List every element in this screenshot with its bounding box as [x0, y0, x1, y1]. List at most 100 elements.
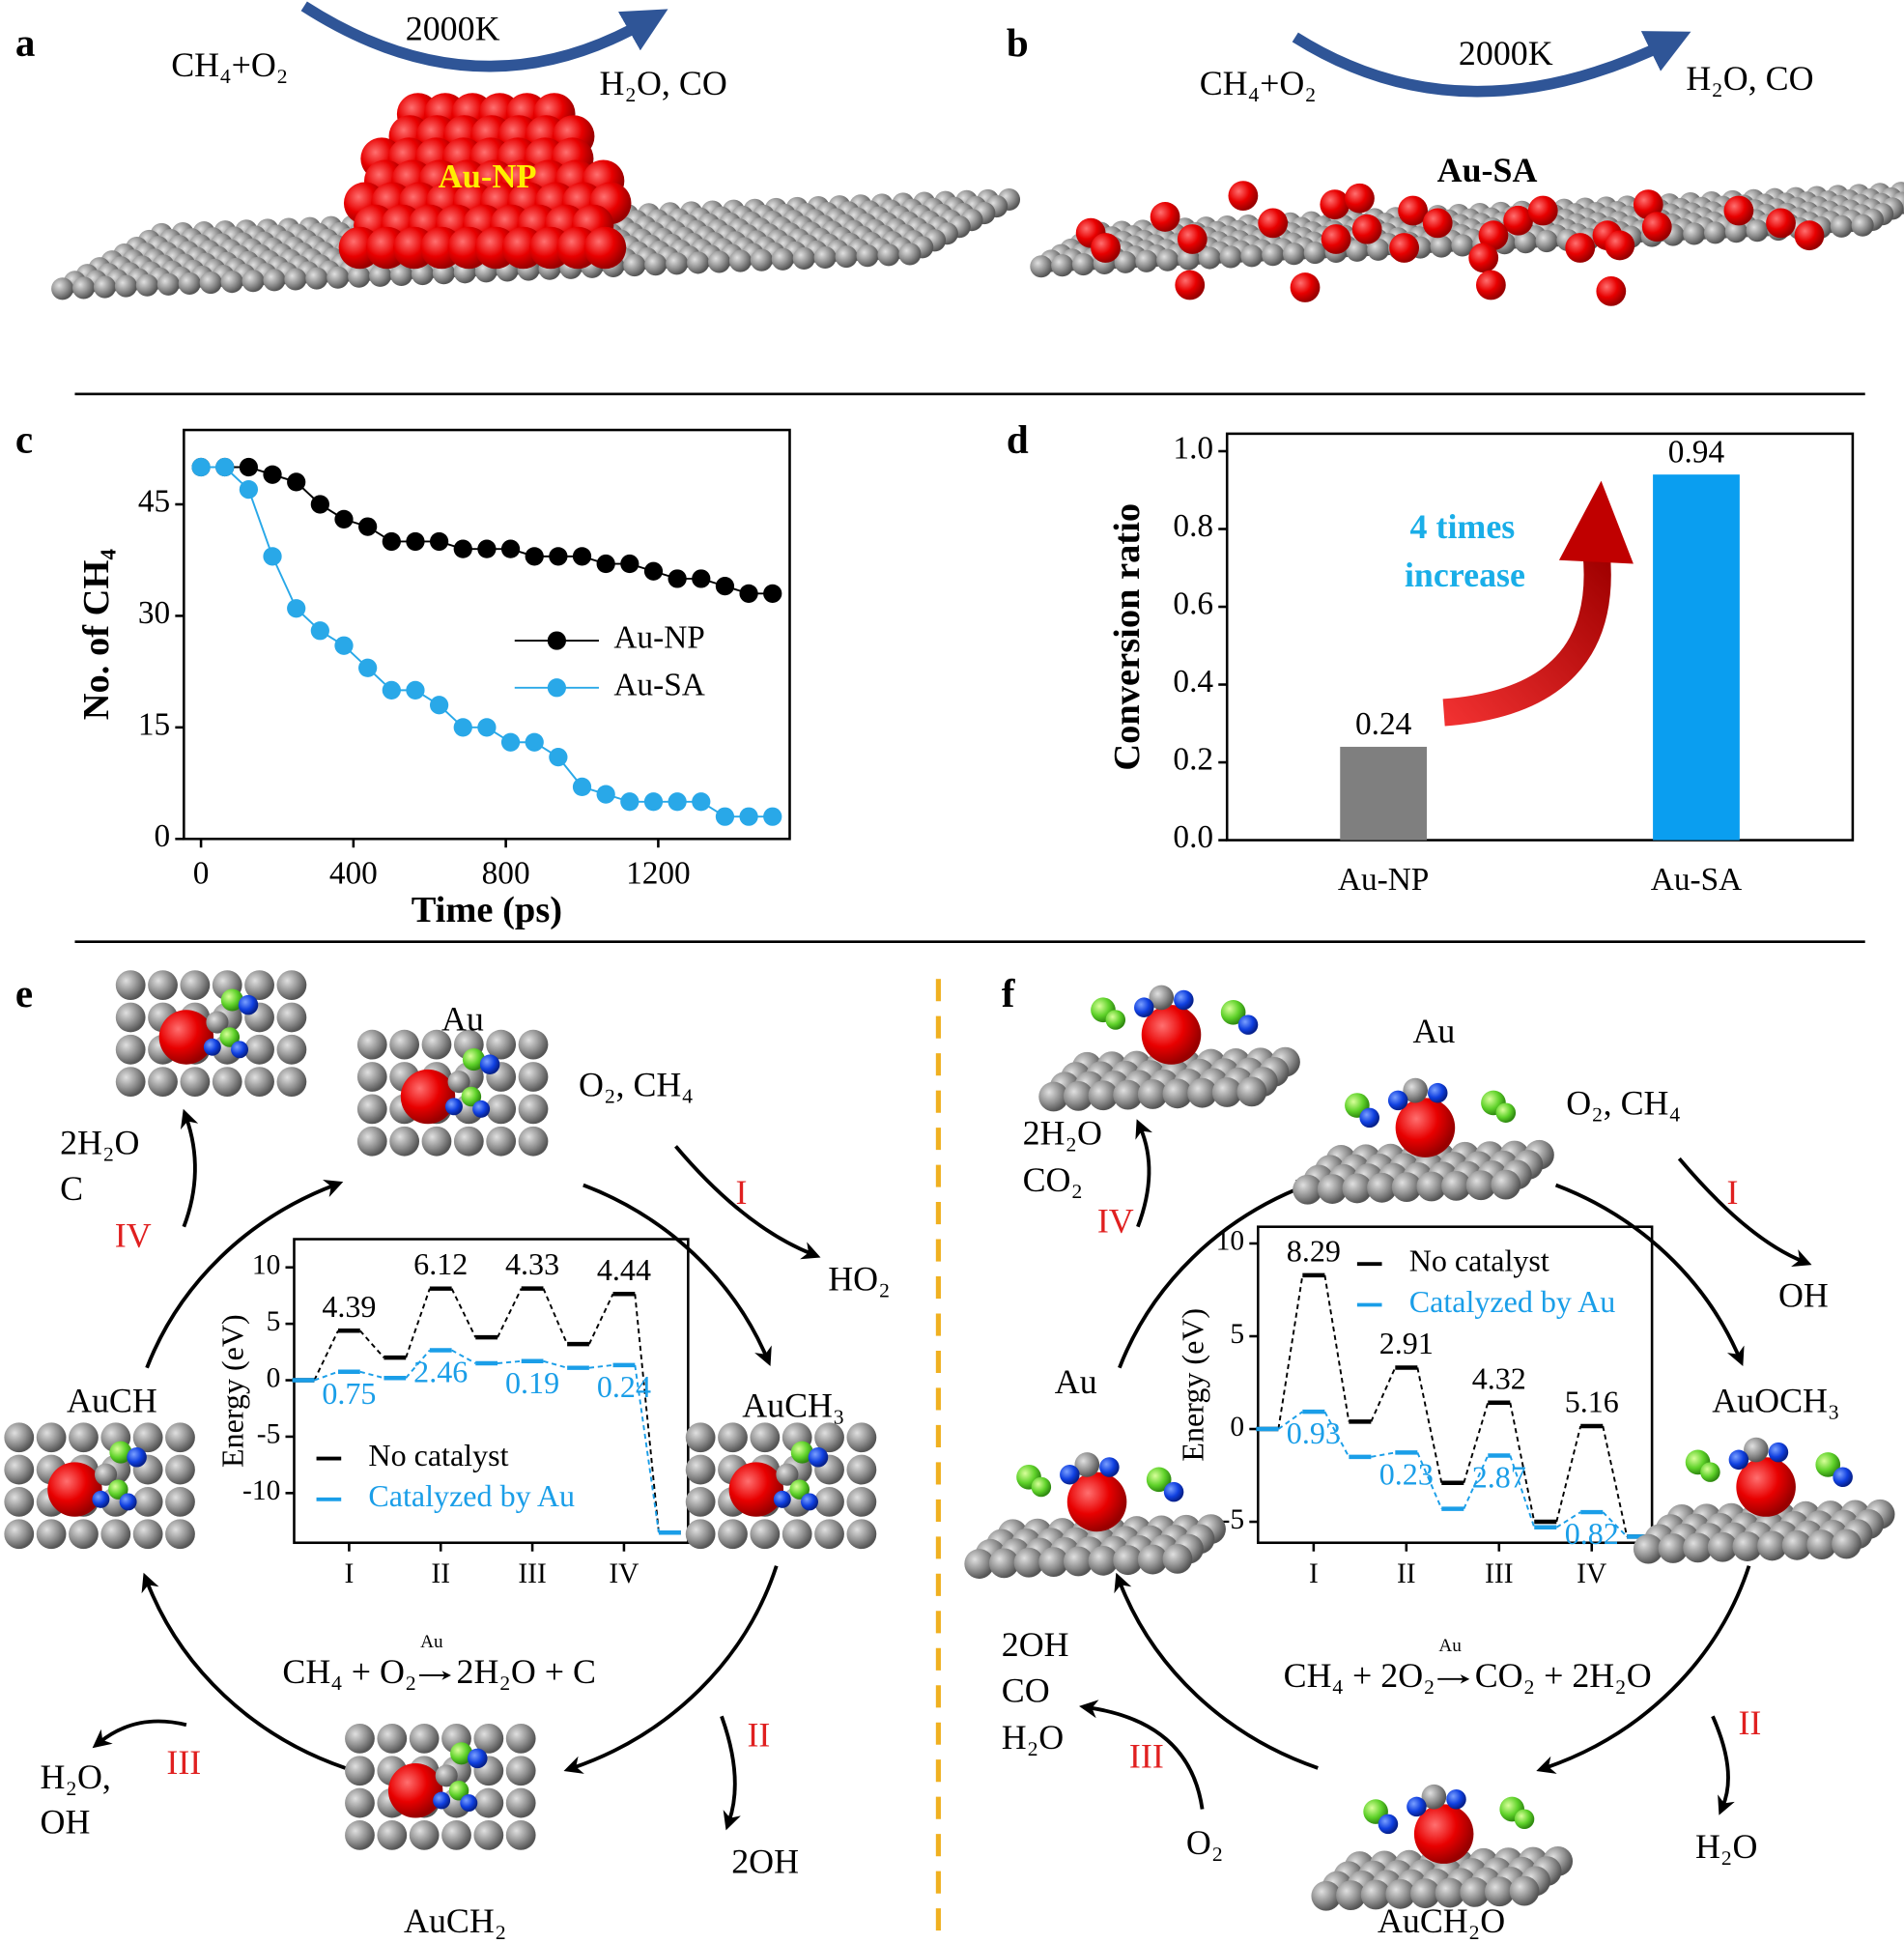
atom: [92, 1490, 110, 1508]
data-point: [572, 777, 592, 797]
branch-arrow: [1079, 1700, 1205, 1810]
atom: [473, 1787, 504, 1818]
atom: [776, 1463, 799, 1486]
atom: [1495, 1102, 1517, 1123]
equation-catalyst: Au: [420, 1632, 443, 1652]
atom: [433, 1791, 451, 1810]
barrier-label: 0.24: [597, 1369, 651, 1404]
atom: [1830, 214, 1853, 238]
barrier-label: 5.16: [1565, 1385, 1619, 1419]
atom: [1150, 202, 1180, 232]
cycle-arrow: [1536, 1565, 1751, 1774]
species-label: Au: [1412, 1012, 1455, 1050]
atom: [263, 269, 286, 292]
barrier-label: 8.29: [1287, 1233, 1341, 1268]
atom: [1177, 224, 1208, 254]
atom: [583, 226, 627, 270]
atom: [461, 1086, 482, 1107]
atom: [345, 1723, 375, 1754]
y-tick-label: 45: [138, 484, 170, 520]
atom: [1565, 233, 1596, 263]
released-label: CO₂: [1023, 1160, 1083, 1199]
atom: [1736, 1457, 1796, 1517]
atom: [1766, 208, 1796, 239]
atom: [305, 267, 328, 290]
connector: [451, 1349, 476, 1364]
atom: [518, 1062, 549, 1092]
atom: [898, 243, 922, 266]
atom: [666, 252, 689, 275]
atom: [1832, 1529, 1861, 1559]
atom: [1091, 233, 1121, 263]
temperature: 2000K: [406, 10, 500, 48]
atom: [1105, 1010, 1126, 1030]
atom: [1063, 1546, 1094, 1577]
atom: [1149, 985, 1175, 1011]
data-point: [239, 457, 259, 477]
data-point: [692, 569, 711, 588]
atom: [115, 1067, 146, 1098]
atom: [1336, 1880, 1366, 1911]
step-label: II: [1738, 1703, 1761, 1742]
plot-frame: [293, 1238, 690, 1545]
atom: [460, 1794, 478, 1813]
atom: [1514, 1809, 1535, 1830]
atom: [1321, 224, 1351, 254]
data-point: [191, 457, 211, 477]
data-point: [739, 584, 758, 603]
atom: [1038, 1081, 1069, 1112]
atom: [69, 1422, 99, 1453]
x-tick-label: 800: [482, 855, 530, 891]
atom: [623, 254, 646, 277]
released-label: H₂O: [1695, 1827, 1757, 1866]
atom: [1030, 255, 1053, 278]
data-point: [263, 547, 282, 566]
equation: CH₄ + 2O₂: [1284, 1656, 1435, 1695]
atom: [1435, 1877, 1465, 1908]
atom: [486, 1029, 517, 1060]
branch-arrow: [1135, 1119, 1153, 1228]
atom: [1430, 235, 1453, 258]
released-label: 2H₂O: [1023, 1113, 1102, 1152]
atom: [1163, 1481, 1184, 1502]
atom: [1099, 1457, 1120, 1477]
data-point: [643, 792, 664, 812]
connector: [1602, 1425, 1629, 1537]
atom: [1446, 1788, 1466, 1810]
y-axis-label: Energy (eV): [215, 1314, 250, 1468]
atom: [1359, 1107, 1379, 1129]
connector: [313, 1329, 339, 1381]
x-axis-label: Time (ps): [412, 890, 562, 930]
atom: [356, 1029, 387, 1060]
barrier-label: 0.93: [1287, 1415, 1341, 1450]
y-tick-label: 0: [155, 818, 171, 854]
atom: [1346, 239, 1369, 262]
atom: [1071, 253, 1094, 276]
atom: [1387, 1090, 1408, 1111]
atom: [165, 1454, 195, 1485]
atom: [1683, 222, 1706, 245]
panel-label: d: [1007, 417, 1029, 462]
x-tick-label: III: [518, 1558, 546, 1589]
atom: [212, 1067, 242, 1098]
atom: [345, 1756, 375, 1786]
atom: [685, 1519, 716, 1550]
atom: [1134, 997, 1154, 1017]
branch-arrow: [720, 1715, 741, 1831]
species-label: AuCH: [67, 1381, 157, 1419]
branch-arrow: [92, 1719, 187, 1749]
species-label: Au: [1055, 1362, 1097, 1401]
atom: [644, 253, 668, 276]
data-point: [596, 554, 615, 574]
atom: [36, 1519, 67, 1550]
atom: [988, 1548, 1019, 1579]
step-label: III: [166, 1743, 201, 1782]
atom: [1114, 250, 1137, 273]
branch-arrow: [1711, 1715, 1735, 1815]
atom: [4, 1422, 35, 1453]
data-point: [668, 792, 687, 812]
atom: [51, 277, 74, 300]
atom: [814, 1487, 844, 1517]
species-label: Au: [441, 999, 484, 1038]
data-point: [549, 748, 568, 767]
